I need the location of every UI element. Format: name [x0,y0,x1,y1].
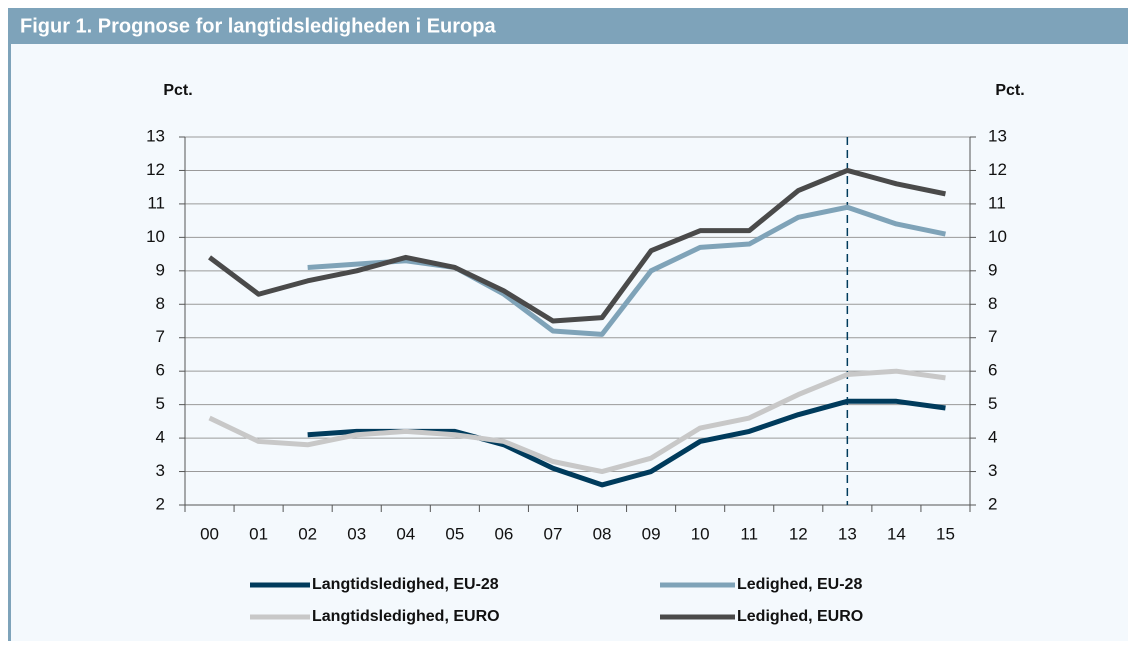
x-tick-label: 15 [936,524,955,543]
y-tick-label: 3 [156,461,165,480]
x-tick-label: 11 [740,524,758,543]
x-tick-label: 08 [593,524,612,543]
x-tick-label: 14 [887,524,906,543]
y-tick-label: 13 [146,126,165,145]
y2-tick-label: 4 [988,428,997,447]
x-tick-label: 10 [691,524,710,543]
y-tick-label: 4 [156,428,165,447]
y-tick-label: 7 [156,327,165,346]
series-line [307,204,946,337]
y2-tick-label: 8 [988,294,997,313]
y2-axis-label: Pct. [995,82,1024,99]
x-tick-label: 00 [200,524,219,543]
y-tick-label: 8 [156,294,165,313]
legend-label: Langtidsledighed, EURO [312,608,500,625]
y-tick-label: 9 [156,260,165,279]
chart-title: Figur 1. Prognose for langtidsledigheden… [20,15,496,37]
x-tick-label: 12 [789,524,808,543]
y2-tick-label: 3 [988,461,997,480]
x-tick-label: 03 [347,524,366,543]
y-tick-label: 11 [147,193,165,212]
legend-label: Ledighed, EURO [737,608,863,625]
y2-tick-label: 5 [988,394,997,413]
x-tick-label: 06 [494,524,513,543]
y2-tick-label: 6 [988,361,997,380]
series-line [208,368,946,475]
x-tick-label: 13 [838,524,857,543]
y-tick-label: 2 [156,494,165,513]
y-tick-label: 5 [156,394,165,413]
y2-tick-label: 11 [988,193,1006,212]
header-bar [8,8,1128,44]
x-tick-label: 04 [396,524,415,543]
y2-tick-label: 9 [988,260,997,279]
y-axis-label: Pct. [163,82,192,99]
x-tick-label: 07 [544,524,563,543]
legend-label: Langtidsledighed, EU-28 [312,576,499,593]
x-tick-label: 09 [642,524,661,543]
y2-tick-label: 13 [988,126,1007,145]
left-border [8,44,11,641]
background [8,8,1128,641]
x-tick-label: 02 [298,524,317,543]
x-tick-label: 05 [445,524,464,543]
x-tick-label: 01 [249,524,268,543]
y-tick-label: 10 [146,227,165,246]
y-tick-label: 12 [146,160,165,179]
series-line [208,167,946,324]
y2-tick-label: 2 [988,494,997,513]
y2-tick-label: 12 [988,160,1007,179]
y-tick-label: 6 [156,361,165,380]
y2-tick-label: 10 [988,227,1007,246]
legend-label: Ledighed, EU-28 [737,576,862,593]
y2-tick-label: 7 [988,327,997,346]
